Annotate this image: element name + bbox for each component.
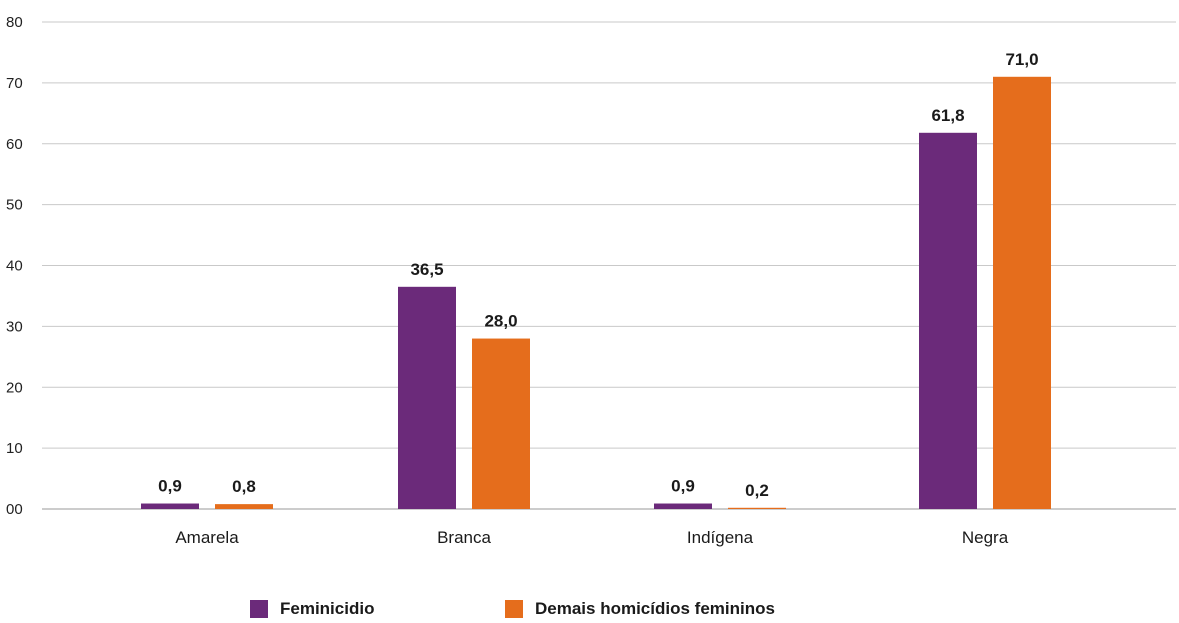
legend: Feminicidio Demais homicídios femininos xyxy=(0,599,1179,623)
data-label: 0,2 xyxy=(745,481,769,500)
bar-feminicidio-amarela xyxy=(141,503,199,509)
bar-demais-homicidios-indígena xyxy=(728,507,786,509)
y-tick-label: 20 xyxy=(6,379,23,396)
legend-label-feminicidio: Feminicidio xyxy=(280,599,375,618)
y-tick-label: 60 xyxy=(6,136,23,153)
bar-feminicidio-branca xyxy=(398,286,456,509)
x-tick-label: Branca xyxy=(437,528,491,547)
y-axis: 00 10 20 30 40 50 60 70 80 xyxy=(6,14,23,518)
bar-feminicidio-negra xyxy=(919,132,977,510)
legend-item-demais-homicidios: Demais homicídios femininos xyxy=(505,599,775,619)
x-axis: Amarela Branca Indígena Negra xyxy=(175,528,1008,547)
bar-chart: 00 10 20 30 40 50 60 70 80 0,9 0,8 36,5 28,0 0,9 0,2 6… xyxy=(6,14,1176,547)
y-tick-label: 70 xyxy=(6,75,23,92)
y-tick-label: 80 xyxy=(6,14,23,31)
data-label: 0,9 xyxy=(671,477,695,496)
data-label: 0,9 xyxy=(158,477,182,496)
y-tick-label: 50 xyxy=(6,197,23,214)
x-tick-label: Indígena xyxy=(687,528,754,547)
bar-demais-homicidios-negra xyxy=(993,76,1051,509)
legend-swatch-demais-homicidios xyxy=(505,600,523,618)
bar-demais-homicidios-branca xyxy=(472,338,530,509)
legend-label-demais-homicidios: Demais homicídios femininos xyxy=(535,599,775,618)
y-tick-label: 00 xyxy=(6,501,23,518)
y-tick-label: 10 xyxy=(6,440,23,457)
legend-item-feminicidio: Feminicidio xyxy=(250,599,374,619)
y-tick-label: 40 xyxy=(6,258,23,275)
data-label: 28,0 xyxy=(484,312,517,331)
bars: 0,9 0,8 36,5 28,0 0,9 0,2 61,8 71,0 xyxy=(141,50,1051,510)
grid-lines xyxy=(42,21,1176,510)
data-label: 71,0 xyxy=(1005,50,1038,69)
legend-swatch-feminicidio xyxy=(250,600,268,618)
bar-demais-homicidios-amarela xyxy=(215,504,273,509)
bar-feminicidio-indígena xyxy=(654,503,712,509)
x-tick-label: Amarela xyxy=(175,528,239,547)
data-label: 0,8 xyxy=(232,477,256,496)
y-tick-label: 30 xyxy=(6,318,23,335)
data-label: 36,5 xyxy=(410,260,443,279)
x-tick-label: Negra xyxy=(962,528,1009,547)
data-label: 61,8 xyxy=(931,106,964,125)
